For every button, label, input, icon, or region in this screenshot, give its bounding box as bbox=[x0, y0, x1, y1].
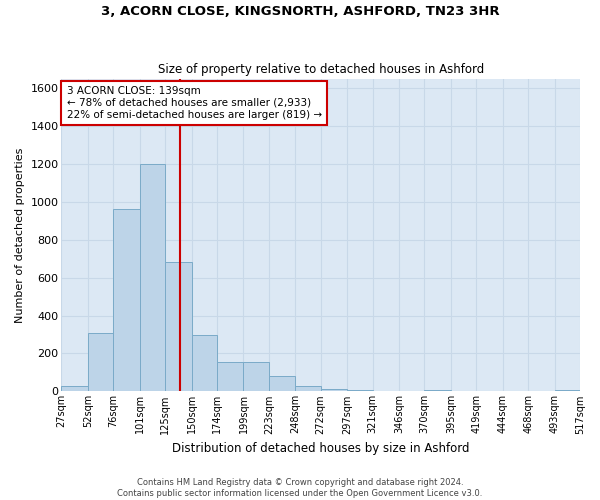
Text: 3 ACORN CLOSE: 139sqm
← 78% of detached houses are smaller (2,933)
22% of semi-d: 3 ACORN CLOSE: 139sqm ← 78% of detached … bbox=[67, 86, 322, 120]
Bar bbox=[269, 376, 295, 392]
Bar bbox=[165, 262, 191, 392]
Bar bbox=[113, 210, 140, 392]
Bar bbox=[321, 390, 347, 392]
Bar bbox=[295, 386, 321, 392]
Bar bbox=[140, 164, 165, 392]
Bar bbox=[61, 386, 88, 392]
Bar bbox=[88, 332, 113, 392]
Bar bbox=[217, 362, 244, 392]
Bar bbox=[554, 390, 580, 392]
Bar bbox=[191, 334, 217, 392]
Bar bbox=[347, 390, 373, 392]
Text: 3, ACORN CLOSE, KINGSNORTH, ASHFORD, TN23 3HR: 3, ACORN CLOSE, KINGSNORTH, ASHFORD, TN2… bbox=[101, 5, 499, 18]
Bar bbox=[424, 390, 451, 392]
Title: Size of property relative to detached houses in Ashford: Size of property relative to detached ho… bbox=[158, 63, 484, 76]
Text: Contains HM Land Registry data © Crown copyright and database right 2024.
Contai: Contains HM Land Registry data © Crown c… bbox=[118, 478, 482, 498]
Y-axis label: Number of detached properties: Number of detached properties bbox=[15, 148, 25, 322]
X-axis label: Distribution of detached houses by size in Ashford: Distribution of detached houses by size … bbox=[172, 442, 469, 455]
Bar bbox=[244, 362, 269, 392]
